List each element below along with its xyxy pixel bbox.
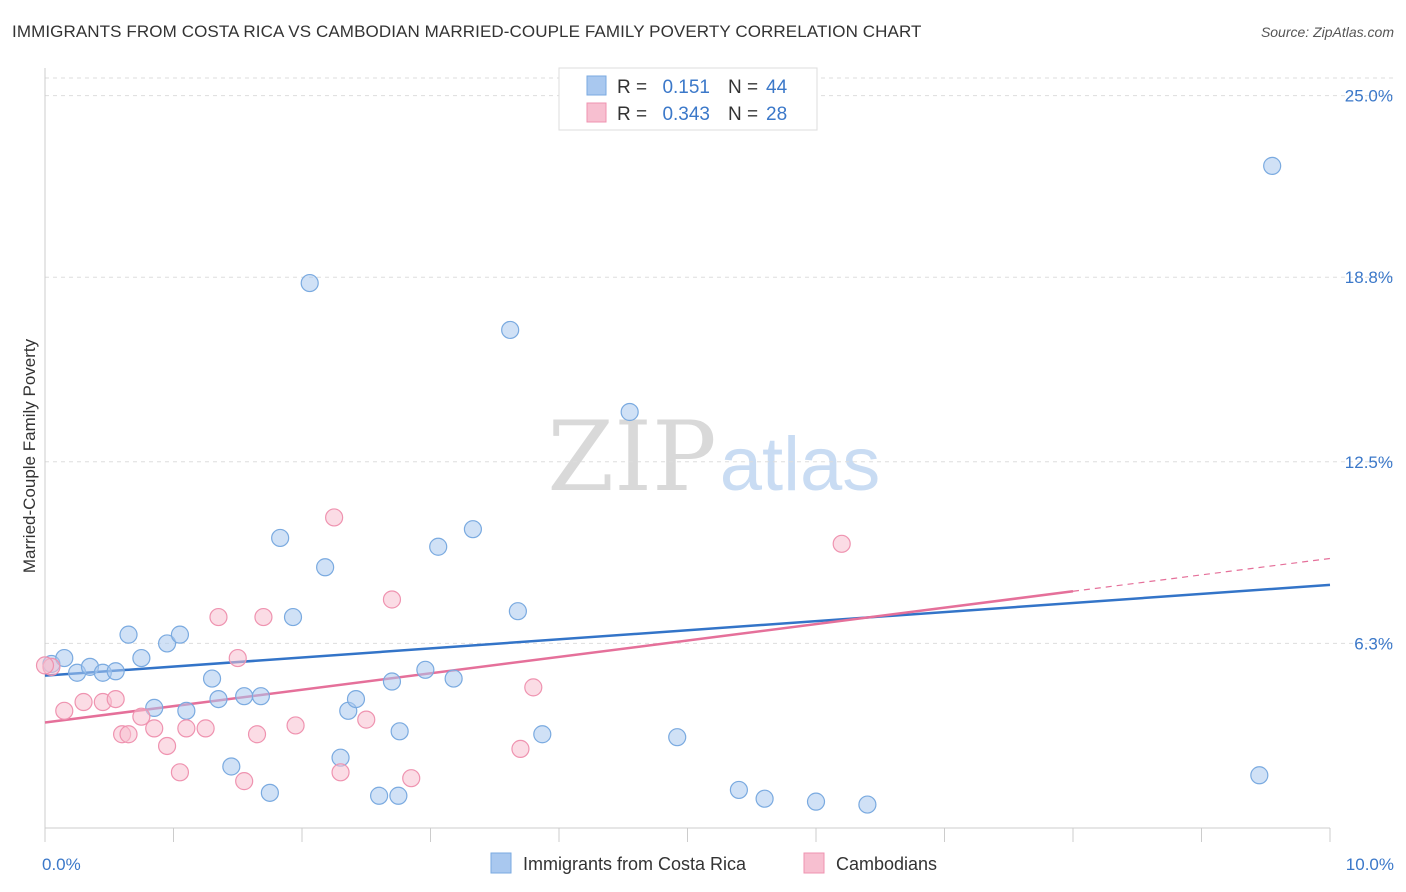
source-label: Source: ZipAtlas.com	[1260, 24, 1394, 40]
point-1-24	[511, 739, 530, 758]
y-tick-label-3: 25.0%	[1345, 87, 1393, 106]
point-0-24	[346, 689, 366, 709]
point-1-6	[119, 725, 138, 744]
y-tick-label-2: 18.8%	[1345, 268, 1393, 287]
bottom-legend-swatch-costa-rica	[490, 852, 512, 874]
y-tick-labels: 6.3% 12.5% 18.8% 25.0%	[1345, 87, 1393, 654]
chart-title: IMMIGRANTS FROM COSTA RICA VS CAMBODIAN …	[12, 22, 922, 41]
point-0-6	[119, 625, 138, 644]
point-0-25	[370, 786, 389, 805]
point-0-29	[416, 660, 435, 679]
point-0-36	[620, 402, 639, 422]
legend-r-value-0: 0.151	[662, 77, 710, 98]
y-tick-label-0: 6.3%	[1354, 634, 1393, 653]
point-0-39	[755, 789, 774, 808]
y-tick-label-1: 12.5%	[1345, 453, 1393, 472]
point-1-9	[157, 736, 177, 756]
data-points	[35, 156, 1282, 814]
axes	[44, 68, 1331, 842]
point-0-13	[209, 689, 228, 709]
bottom-legend: Immigrants from Costa Rica Cambodians	[490, 852, 937, 874]
point-0-28	[389, 786, 408, 805]
legend-n-label-1: N =	[728, 104, 758, 125]
point-0-34	[508, 602, 527, 621]
point-1-12	[196, 719, 215, 738]
point-0-17	[260, 783, 279, 802]
y-axis-label: Married-Couple Family Poverty	[20, 338, 39, 573]
point-0-32	[463, 520, 483, 539]
point-0-40	[806, 792, 826, 811]
point-0-35	[533, 725, 552, 744]
watermark-atlas: atlas	[720, 422, 881, 507]
point-0-19	[283, 607, 303, 627]
point-0-14	[222, 757, 241, 776]
legend-n-label-0: N =	[728, 77, 758, 98]
point-0-5	[106, 662, 125, 681]
grid-lines	[45, 77, 1394, 644]
point-0-15	[235, 687, 254, 706]
point-1-21	[357, 710, 376, 729]
point-0-9	[157, 634, 177, 653]
point-0-10	[170, 625, 190, 644]
legend-swatch-cambodians	[586, 102, 607, 123]
trend-line-solid-1	[44, 590, 1074, 724]
point-0-33	[501, 320, 520, 340]
point-0-41	[858, 795, 877, 814]
point-0-1	[55, 648, 74, 668]
legend-swatch-costa-rica	[586, 75, 607, 96]
point-0-30	[429, 537, 448, 556]
trend-line-0	[44, 583, 1331, 677]
x-tick-labels: 0.0% 10.0%	[42, 855, 1394, 874]
point-0-8	[145, 698, 164, 717]
point-1-20	[331, 763, 350, 782]
point-1-16	[247, 725, 267, 744]
point-1-7	[132, 707, 151, 726]
point-1-13	[209, 607, 228, 627]
point-1-27	[35, 656, 55, 675]
point-0-20	[300, 273, 319, 293]
point-0-42	[1250, 766, 1269, 785]
point-1-19	[325, 508, 344, 527]
x-tick-label-0: 0.0%	[42, 855, 81, 874]
point-0-27	[390, 722, 409, 741]
point-0-11	[177, 701, 196, 720]
point-1-14	[228, 648, 247, 668]
bottom-legend-swatch-cambodians	[803, 852, 825, 874]
point-0-38	[729, 780, 749, 800]
point-1-26	[832, 534, 851, 553]
point-1-22	[382, 590, 402, 609]
legend-n-value-1: 28	[766, 104, 787, 125]
point-0-12	[202, 669, 222, 688]
point-0-37	[668, 728, 687, 747]
legend: R = 0.151 N = 44 R = 0.343 N = 28	[558, 67, 818, 131]
point-0-31	[444, 669, 463, 688]
point-0-18	[271, 528, 290, 548]
point-1-17	[254, 607, 273, 627]
point-1-10	[170, 763, 190, 782]
bottom-legend-label-cambodians: Cambodians	[836, 854, 937, 874]
point-1-11	[177, 719, 196, 738]
point-1-2	[74, 692, 93, 712]
point-0-16	[251, 687, 270, 706]
point-0-26	[382, 672, 402, 691]
point-1-1	[55, 701, 74, 720]
point-1-25	[524, 678, 543, 697]
legend-r-label-1: R =	[617, 104, 647, 125]
legend-r-label-0: R =	[617, 77, 647, 98]
bottom-legend-label-costa-rica: Immigrants from Costa Rica	[523, 854, 747, 874]
legend-r-value-1: 0.343	[662, 104, 710, 125]
point-0-7	[132, 648, 151, 668]
point-1-4	[106, 689, 125, 709]
point-1-8	[145, 719, 164, 738]
point-1-15	[235, 772, 254, 791]
point-1-23	[402, 769, 421, 788]
point-0-21	[316, 558, 335, 577]
point-0-43	[1263, 156, 1282, 175]
legend-n-value-0: 44	[766, 77, 788, 98]
point-1-18	[286, 716, 305, 735]
x-tick-label-1: 10.0%	[1346, 855, 1394, 874]
